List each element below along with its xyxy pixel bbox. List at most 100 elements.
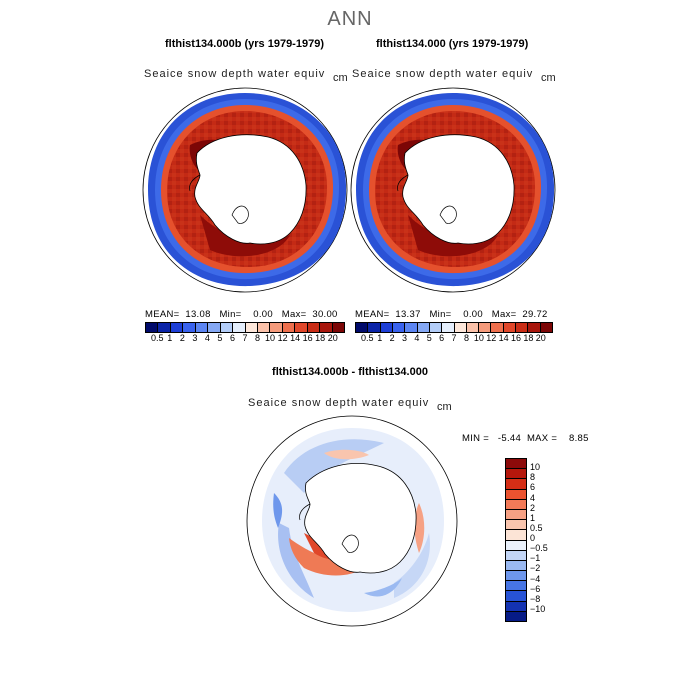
panel-1-colorbar-tick-label: 7 [242,333,248,343]
panel-1-colorbar: 0.5 1 2 3 4 5 6 7 8 10 12 14 16 18 20 [145,322,345,345]
diff-colorbar-swatch [506,479,526,490]
panel-2-colorbar-ticks: 0.5 1 2 3 4 5 6 7 8 10 12 14 16 18 20 [355,333,553,345]
panel-1-colorbar-tick-label: 18 [315,333,326,343]
diff-colorbar-tick-label: −6 [530,583,541,594]
panel-1-colorbar-tick-label: 0.5 [151,333,164,343]
diff-colorbar-swatch [506,611,526,621]
panel-1-colorbar-swatch [208,323,221,332]
panel-2-colorbar-swatches [355,322,553,333]
panel-2-colorbar-swatch [356,323,369,332]
panel-1-stats: MEAN= 13.08 Min= 0.00 Max= 30.00 [145,309,338,320]
diff-colorbar-tick-label: 0 [530,533,536,543]
panel-2-colorbar-tick-label: 2 [389,333,395,343]
diff-colorbar-tick-label: 0.5 [530,522,543,533]
diff-colorbar-swatch [506,520,526,531]
panel-1-colorbar-ticks: 0.5 1 2 3 4 5 6 7 8 10 12 14 16 18 20 [145,333,345,345]
diff-colorbar-swatch [506,509,526,521]
diff-colorbar-swatch [506,489,526,500]
panel-2-colorbar-tick-label: 18 [523,333,534,343]
panel-2-variable: Seaice snow depth water equiv [352,68,534,80]
diff-colorbar-swatch [506,459,526,470]
panel-1-colorbar-swatches [145,322,345,333]
panel-2-colorbar-swatch [405,323,418,332]
panel-1-colorbar-tick-label: 2 [179,333,185,343]
diff-colorbar-labels: 10 8 6 4 2 1 0.5 0 −0.5 −1 −2 −4 −6 −8 −10 [530,458,570,620]
panel-2-colorbar-swatch [417,323,430,332]
diff-colorbar-swatch [506,581,526,592]
panel-2-colorbar-swatch [479,323,492,332]
panel-2-colorbar-tick-label: 10 [473,333,484,343]
diff-colorbar-tick-label: −10 [530,603,546,614]
panel-2-colorbar-swatch [392,323,406,332]
panel-1-colorbar-tick-label: 3 [192,333,198,343]
diff-colorbar-swatch [506,560,526,572]
diff-colorbar-tick-label: −1 [530,553,541,564]
diff-panel-units: cm [437,401,452,413]
panel-1-colorbar-swatch [170,323,184,332]
panel-2-colorbar-tick-label: 7 [451,333,457,343]
diff-colorbar-swatch [506,550,526,561]
panel-2-units: cm [541,72,556,84]
panel-1-colorbar-tick-label: 4 [204,333,210,343]
panel-1-colorbar-swatch [146,323,159,332]
panel-1-variable: Seaice snow depth water equiv [144,68,326,80]
panel-2-colorbar-tick-label: 8 [463,333,469,343]
panel-1-title: flthist134.000b (yrs 1979-1979) [165,38,324,50]
diff-colorbar-swatch [506,601,526,612]
panel-1-colorbar-tick-label: 1 [167,333,173,343]
panel-1-colorbar-swatch [245,323,258,332]
panel-2-colorbar-tick-label: 1 [377,333,383,343]
diff-colorbar-swatch [506,591,526,602]
panel-1-antarctica-outline [194,134,307,245]
panel-1-colorbar-swatch [270,323,283,332]
panel-1-units: cm [333,72,348,84]
panel-2-polar-map [350,87,556,293]
diff-panel-variable: Seaice snow depth water equiv [248,397,430,409]
diff-panel-title: flthist134.000b - flthist134.000 [272,366,428,378]
panel-2-colorbar-tick-label: 20 [535,333,546,343]
diff-colorbar [505,458,527,622]
diff-colorbar-tick-label: 1 [530,512,536,523]
diff-colorbar-swatch [506,499,526,510]
panel-1-polar-map [142,87,348,293]
diff-colorbar-tick-label: −4 [530,573,541,584]
panel-2-colorbar-swatch [442,323,455,332]
diff-colorbar-swatch [506,469,526,480]
panel-1-colorbar-swatch [257,323,271,332]
panel-1-colorbar-swatch [320,323,333,332]
panel-2-colorbar-tick-label: 5 [426,333,432,343]
diff-colorbar-swatch [506,571,526,582]
diff-colorbar-tick-label: −8 [530,593,541,604]
panel-2-colorbar-tick-label: 0.5 [361,333,374,343]
panel-1-colorbar-tick-label: 5 [217,333,223,343]
panel-2-colorbar-swatch [516,323,529,332]
panel-1-colorbar-swatch [282,323,296,332]
panel-2-colorbar-swatch [429,323,443,332]
panel-1-colorbar-swatch [307,323,321,332]
panel-2-stats: MEAN= 13.37 Min= 0.00 Max= 29.72 [355,309,548,320]
panel-1-colorbar-tick-label: 6 [229,333,235,343]
panel-2-colorbar-swatch [503,323,517,332]
diff-colorbar-swatch [506,530,526,541]
panel-1-colorbar-swatch [183,323,196,332]
panel-1-colorbar-swatch [220,323,234,332]
panel-2-colorbar-swatch [528,323,541,332]
panel-2-colorbar-swatch [368,323,381,332]
panel-2-colorbar-swatch [454,323,467,332]
panel-1-colorbar-swatch [295,323,308,332]
diff-colorbar-tick-label: 4 [530,492,536,503]
panel-1-colorbar-swatch [233,323,246,332]
panel-1-colorbar-swatch [332,323,344,332]
panel-1-colorbar-swatch [158,323,171,332]
diff-panel-stats: MIN = -5.44 MAX = 8.85 [462,433,589,444]
diff-colorbar-tick-label: −0.5 [530,543,548,554]
diff-colorbar-tick-label: 8 [530,472,536,483]
panel-2-colorbar-tick-label: 4 [414,333,420,343]
panel-1-colorbar-swatch [195,323,209,332]
panel-2-colorbar-tick-label: 14 [498,333,509,343]
panel-2-colorbar-swatch [540,323,552,332]
panel-1-colorbar-tick-label: 12 [277,333,288,343]
diff-colorbar-swatch [506,540,526,551]
panel-2-colorbar-tick-label: 3 [401,333,407,343]
panel-1-colorbar-tick-label: 14 [290,333,301,343]
